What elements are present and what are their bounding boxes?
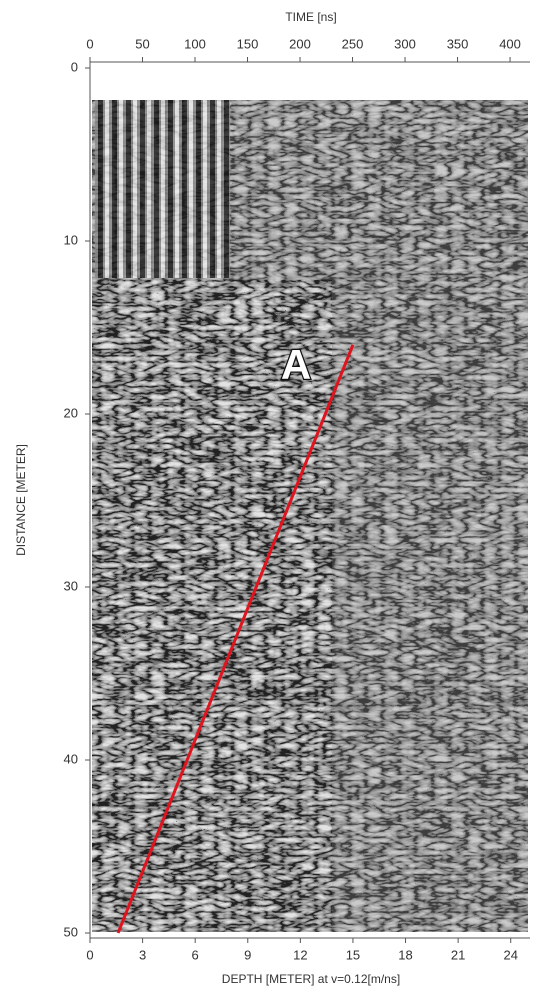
y-tick-label: 0 [71,59,78,74]
y-tick-label: 50 [64,924,78,939]
y-tick-label: 30 [64,578,78,593]
x2-axis-title: TIME [ns] [285,10,336,24]
interpretation-line [116,344,355,934]
x2-tick-label: 0 [86,36,93,51]
x2-tick-label: 50 [135,36,149,51]
x2-tick-label: 400 [499,36,521,51]
x2-tick-label: 200 [289,36,311,51]
x-tick-label: 3 [139,947,146,962]
radargram-image [92,100,528,932]
x-tick-label: 0 [86,947,93,962]
y-tick-label: 20 [64,405,78,420]
x-tick-label: 9 [244,947,251,962]
x-tick-label: 6 [192,947,199,962]
y-tick-label: 40 [64,751,78,766]
x2-tick-label: 350 [447,36,469,51]
x-tick-label: 12 [293,947,307,962]
y-axis-title: DISTANCE [METER] [14,444,28,556]
x2-tick-label: 150 [237,36,259,51]
x-tick-label: 15 [346,947,360,962]
x2-tick-label: 300 [394,36,416,51]
y-tick-label: 10 [64,232,78,247]
x-tick-label: 21 [451,947,465,962]
x-tick-label: 18 [398,947,412,962]
x-tick-label: 24 [503,947,517,962]
x2-tick-label: 100 [184,36,206,51]
annotation: A [281,341,311,388]
x-axis-title: DEPTH [METER] at v=0.12[m/ns] [222,972,400,986]
x2-tick-label: 250 [342,36,364,51]
